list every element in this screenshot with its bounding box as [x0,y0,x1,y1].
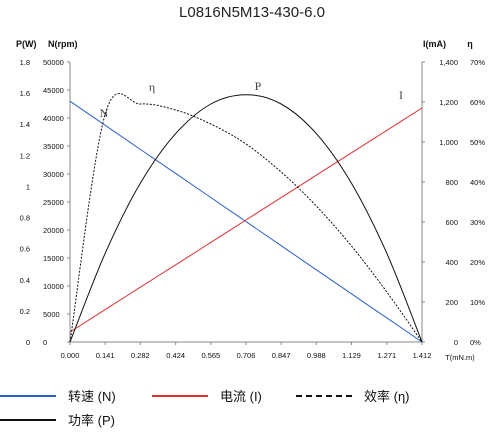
legend-swatch-power [0,418,56,421]
speed-tick-label: 5000 [43,310,60,319]
speed-tick-label: 40000 [43,114,64,123]
power-tick-label: 0.8 [20,214,30,223]
power-tick-label: 0.2 [20,307,30,316]
efficiency-tick-label: 70% [470,58,485,67]
x-tick-label: 1.412 [413,351,432,360]
speed-tick-label: 25000 [43,198,64,207]
x-tick-label: 0.141 [96,351,115,360]
chart-title: L0816N5M13-430-6.0 [179,4,325,21]
current-tick-label: 600 [445,218,458,227]
current-series-line [69,107,423,333]
legend-item-power: 功率 (P) [0,410,115,429]
x-tick-label: 0.282 [131,351,150,360]
speed-tick-label: 50000 [43,58,64,67]
speed-tick-label: 20000 [43,226,64,235]
legend-label-current: 电流 (I) [220,389,262,404]
efficiency-axis-title: η [467,39,473,49]
x-tick-label: 1.129 [342,351,361,360]
current-tick-label: 1,400 [439,58,458,67]
legend-item-current: 电流 (I) [152,386,262,405]
power-tick-label: 1.8 [20,58,30,67]
efficiency-tick-label: 20% [470,258,485,267]
efficiency-curve-label: η [149,80,155,94]
legend-swatch-current [152,394,208,397]
efficiency-tick-label: 60% [470,98,485,107]
efficiency-tick-label: 0% [470,338,481,347]
x-tick-label: 0.565 [201,351,220,360]
power-tick-label: 1.4 [20,120,30,129]
speed-series-line [69,100,423,343]
x-tick-label: 1.271 [377,351,396,360]
x-axis-title: T(mN.m) [445,353,475,362]
legend-label-speed: 转速 (N) [68,389,116,404]
power-tick-label: 0.6 [20,245,30,254]
legend-label-efficiency: 效率 (η) [364,389,410,404]
efficiency-tick-label: 50% [470,138,485,147]
legend-item-efficiency: 效率 (η) [296,386,410,405]
current-axis-title: I(mA) [423,39,446,49]
x-tick-label: 0.706 [237,351,256,360]
speed-tick-label: 0 [43,338,47,347]
speed-axis-title: N(rpm) [48,39,78,49]
speed-tick-label: 45000 [43,86,64,95]
x-tick-label: 0.988 [307,351,326,360]
speed-tick-label: 30000 [43,170,64,179]
efficiency-tick-label: 40% [470,178,485,187]
legend-item-speed: 转速 (N) [0,386,116,405]
legend-swatch-speed [0,394,56,397]
power-tick-label: 1.2 [20,151,30,160]
power-tick-label: 1.6 [20,89,30,98]
legend-swatch-efficiency [296,394,352,397]
legend-label-power: 功率 (P) [68,413,115,428]
current-tick-label: 400 [445,258,458,267]
power-tick-label: 0.4 [20,276,30,285]
current-tick-label: 200 [445,298,458,307]
speed-tick-label: 15000 [43,254,64,263]
efficiency-series-line [69,93,423,343]
current-tick-label: 0 [454,338,458,347]
speed-tick-label: 35000 [43,142,64,151]
current-tick-label: 1,000 [439,138,458,147]
speed-tick-label: 10000 [43,282,64,291]
efficiency-tick-label: 30% [470,218,485,227]
current-tick-label: 800 [445,178,458,187]
power-series-line [69,94,423,343]
x-tick-label: 0.000 [61,351,80,360]
current-curve-label: I [399,88,403,102]
power-axis-title: P(W) [16,39,37,49]
power-curve-label: P [255,79,262,93]
efficiency-tick-label: 10% [470,298,485,307]
power-tick-label: 0 [26,338,30,347]
current-tick-label: 1,200 [439,98,458,107]
x-tick-label: 0.424 [166,351,185,360]
power-tick-label: 1 [26,182,30,191]
speed-curve-label: N [100,106,109,120]
x-tick-label: 0.847 [272,351,291,360]
